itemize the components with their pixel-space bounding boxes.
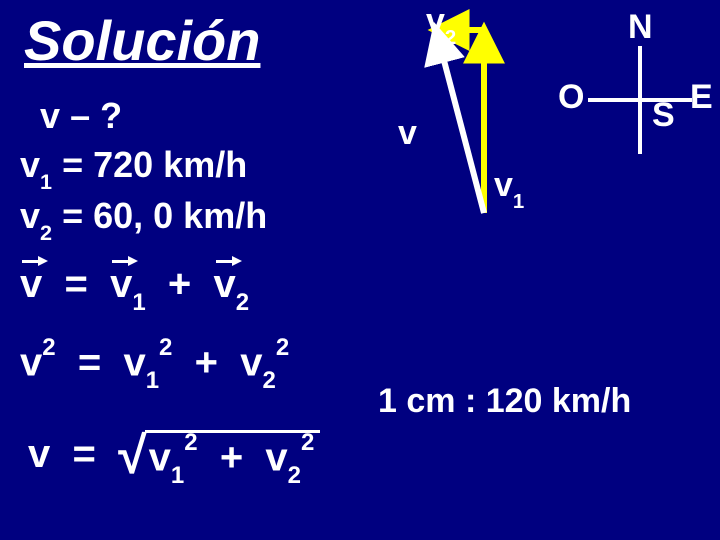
compass-e: E <box>690 78 713 117</box>
label-v: v <box>398 114 417 153</box>
compass-s: S <box>652 96 675 135</box>
compass-o: O <box>558 78 584 117</box>
label-v1: v1 <box>494 166 524 210</box>
scale-text: 1 cm : 120 km/h <box>378 382 631 421</box>
compass-n: N <box>628 8 653 47</box>
vector-v-arrow <box>436 30 484 213</box>
label-v2: v2 <box>426 2 456 46</box>
vector-diagram <box>0 0 720 540</box>
